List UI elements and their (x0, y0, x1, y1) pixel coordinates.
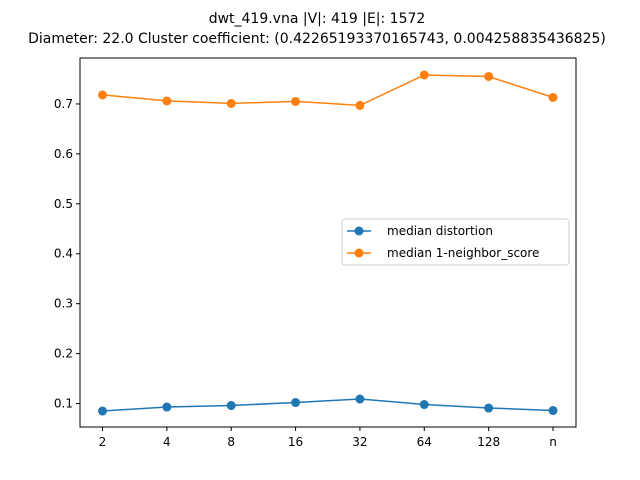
x-tick-label: n (549, 435, 557, 449)
legend-label-distortion: median distortion (387, 224, 493, 238)
x-tick-label: 16 (288, 435, 303, 449)
y-tick-label: 0.4 (54, 247, 73, 261)
x-tick-label: 4 (163, 435, 171, 449)
y-tick-label: 0.6 (54, 147, 73, 161)
legend-box (341, 218, 570, 266)
y-axis: 0.1 0.2 0.3 0.4 0.5 0.6 0.7 (54, 97, 80, 411)
x-tick-label: 64 (417, 435, 432, 449)
y-tick-label: 0.7 (54, 97, 73, 111)
data-point-distortion (162, 402, 172, 412)
y-tick-label: 0.3 (54, 297, 73, 311)
data-point-neighbor-score (484, 71, 494, 81)
data-point-distortion (355, 394, 365, 404)
data-point-distortion (484, 403, 494, 413)
y-tick-label: 0.5 (54, 197, 73, 211)
data-point-distortion (548, 406, 558, 416)
data-point-neighbor-score (226, 98, 236, 108)
data-point-neighbor-score (98, 90, 107, 100)
data-point-distortion (419, 400, 429, 410)
data-point-neighbor-score (291, 96, 301, 106)
data-point-distortion (98, 406, 107, 416)
data-point-neighbor-score (162, 96, 172, 106)
chart-title-line-1: dwt_419.vna |V|: 419 |E|: 1572 (209, 11, 426, 27)
x-tick-label: 8 (227, 435, 235, 449)
data-point-neighbor-score (355, 100, 365, 110)
legend-marker-neighbor-score (354, 248, 364, 258)
legend-label-neighbor-score: median 1-neighbor_score (387, 246, 539, 260)
x-tick-label: 2 (99, 435, 107, 449)
x-tick-label: 128 (477, 435, 500, 449)
legend: median distortion median 1-neighbor_scor… (341, 218, 570, 266)
data-point-neighbor-score (419, 70, 429, 80)
plot-area (79, 57, 577, 428)
data-point-neighbor-score (548, 92, 558, 102)
data-point-distortion (291, 398, 301, 408)
legend-marker-distortion (354, 226, 364, 236)
y-tick-label: 0.1 (54, 397, 73, 411)
y-tick-label: 0.2 (54, 347, 73, 361)
series-layer (98, 70, 558, 416)
x-axis: 2 4 8 16 32 64 128 n (99, 427, 557, 449)
data-point-distortion (226, 401, 236, 411)
chart-title-line-2: Diameter: 22.0 Cluster coefficient: (0.4… (28, 31, 606, 47)
series-line-neighbor-score (102, 74, 554, 107)
x-tick-label: 32 (352, 435, 367, 449)
series-line-distortion (102, 398, 554, 412)
